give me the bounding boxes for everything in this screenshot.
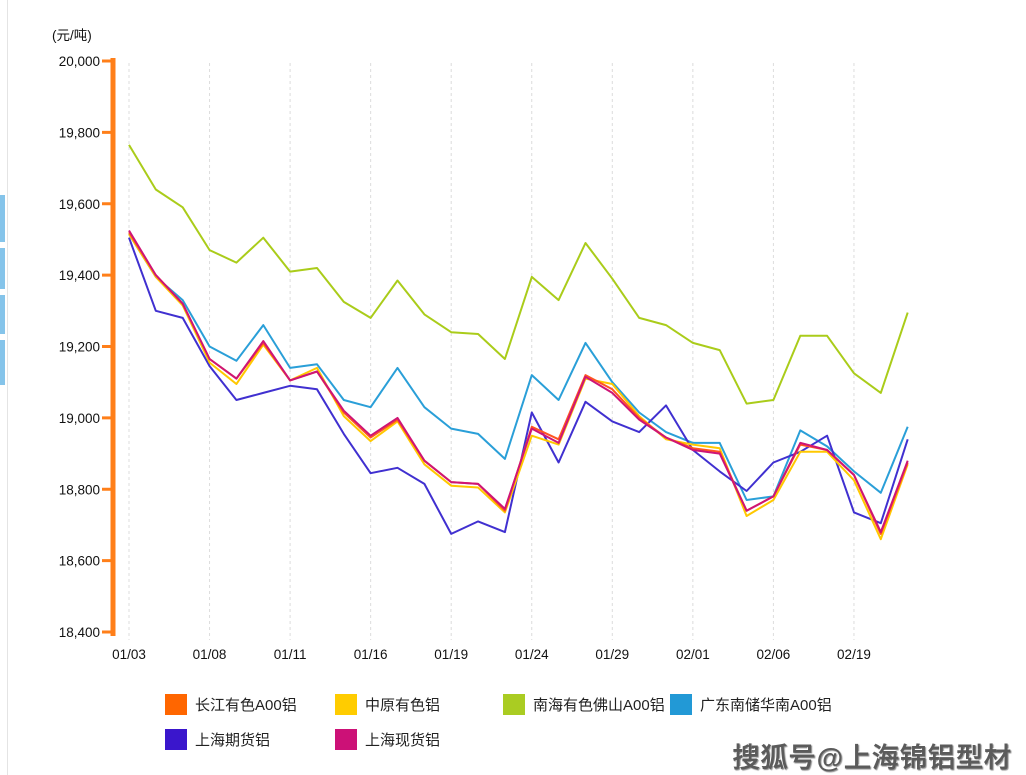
series-line-0	[128, 231, 909, 535]
y-tick-label: 18,600	[59, 554, 100, 569]
x-tick-label: 02/06	[757, 647, 791, 662]
x-tick-label: 01/08	[193, 647, 227, 662]
legend-item-0[interactable]: 长江有色A00铝	[165, 692, 297, 716]
x-tick-label: 01/29	[595, 647, 629, 662]
series-line-4	[128, 237, 909, 535]
window-edge-artifact-gap	[0, 289, 5, 295]
y-tick-label: 20,000	[59, 54, 100, 69]
legend-label: 广东南储华南A00铝	[700, 696, 832, 714]
series-line-1	[128, 233, 909, 541]
legend-swatch-icon	[165, 728, 187, 750]
legend-label: 中原有色铝	[365, 696, 441, 714]
x-tick-label: 02/19	[837, 647, 871, 662]
legend-item-2[interactable]: 南海有色佛山A00铝	[503, 692, 665, 716]
y-tick-label: 19,800	[59, 125, 100, 140]
y-tick-label: 19,400	[59, 268, 100, 283]
x-tick-label: 01/03	[112, 647, 146, 662]
legend-item-1[interactable]: 中原有色铝	[335, 692, 440, 716]
window-edge-divider	[7, 0, 8, 775]
series-line-2	[128, 144, 909, 405]
legend-item-5[interactable]: 上海现货铝	[335, 727, 440, 751]
y-tick-label: 19,200	[59, 340, 100, 355]
legend-swatch-icon	[165, 693, 187, 715]
window-edge-artifact-gap	[0, 242, 5, 248]
y-tick-label: 18,400	[59, 625, 100, 640]
legend-item-4[interactable]: 上海期货铝	[165, 727, 270, 751]
legend-swatch-icon	[335, 693, 357, 715]
legend-label: 南海有色佛山A00铝	[533, 696, 665, 714]
x-tick-label: 01/11	[274, 647, 307, 662]
y-tick-label: 19,600	[59, 197, 100, 212]
legend-swatch-icon	[335, 728, 357, 750]
x-tick-label: 02/01	[676, 647, 710, 662]
y-tick-label: 19,000	[59, 411, 100, 426]
legend-label: 上海现货铝	[365, 731, 441, 749]
y-axis-unit-label: (元/吨)	[52, 28, 92, 43]
series-line-5	[128, 229, 909, 534]
watermark: 搜狐号@上海锦铝型材	[732, 743, 1012, 773]
x-tick-label: 01/24	[515, 647, 549, 662]
legend-swatch-icon	[670, 693, 692, 715]
legend-item-3[interactable]: 广东南储华南A00铝	[670, 692, 832, 716]
legend-label: 长江有色A00铝	[195, 696, 297, 714]
window-edge-artifact-gap	[0, 334, 5, 340]
legend-swatch-icon	[503, 693, 525, 715]
x-tick-label: 01/19	[434, 647, 468, 662]
x-tick-label: 01/16	[354, 647, 388, 662]
legend-label: 上海期货铝	[195, 731, 271, 749]
y-tick-label: 18,800	[59, 482, 100, 497]
